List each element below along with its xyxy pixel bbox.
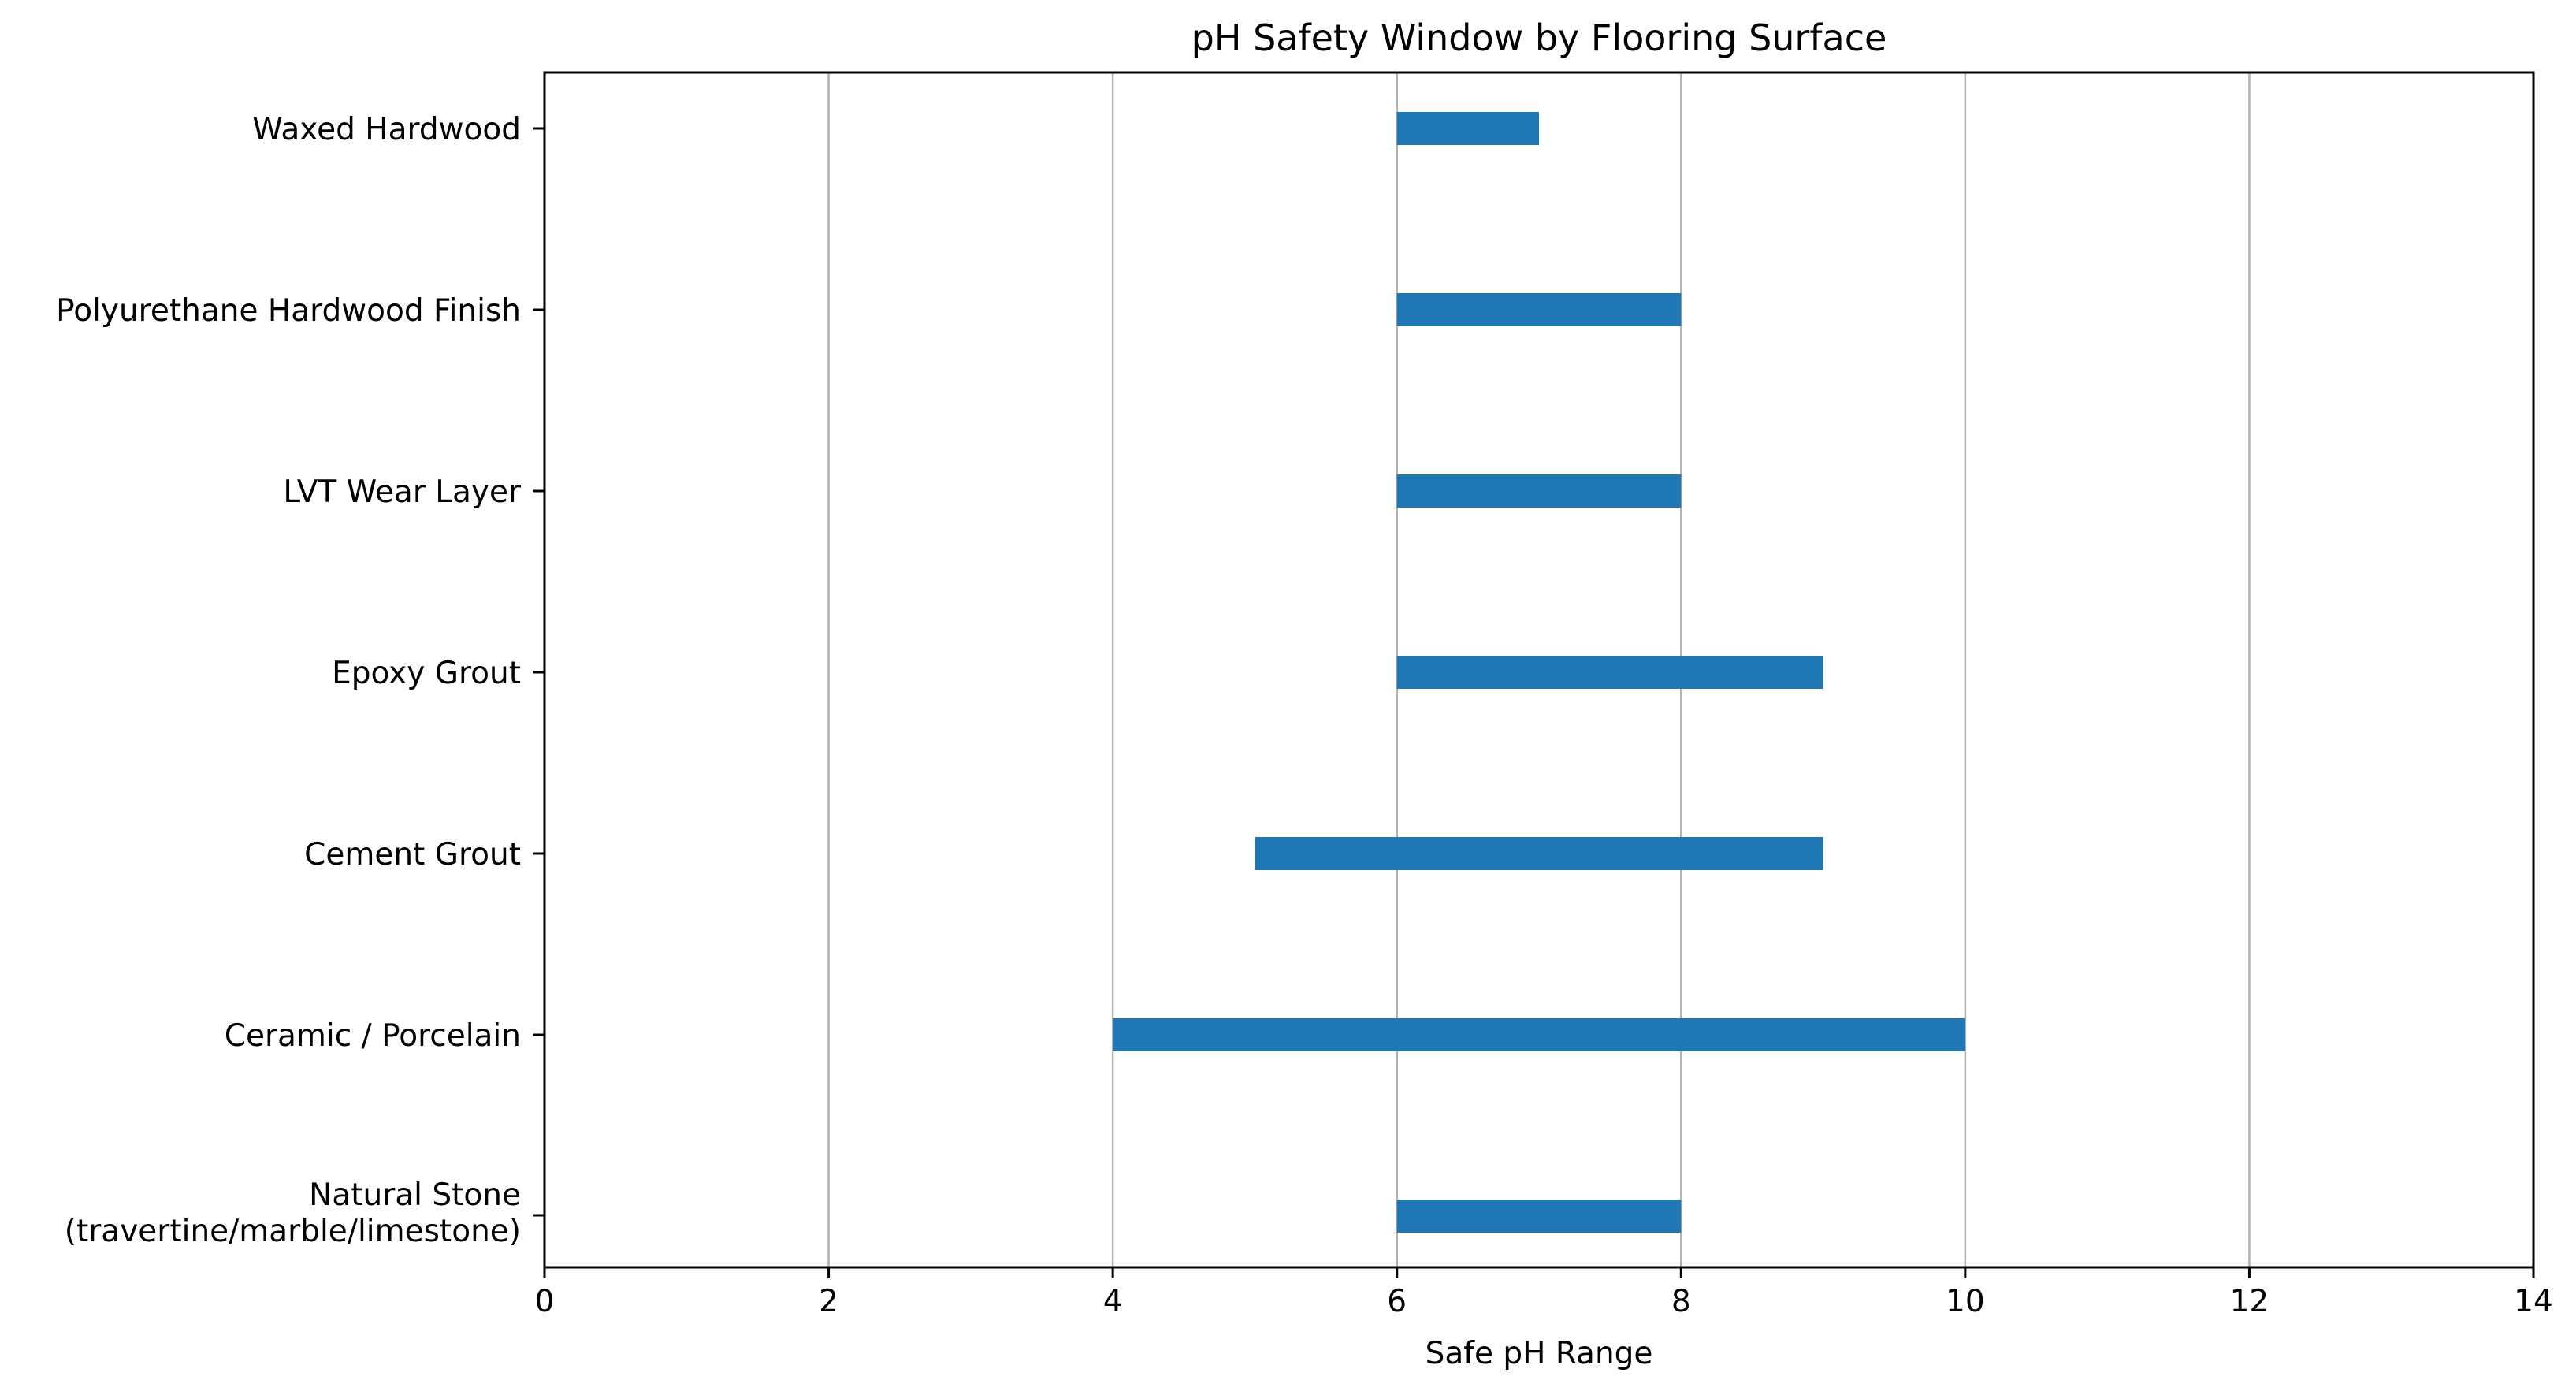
bar-layer [1113, 112, 1965, 1233]
x-axis-label: Safe pH Range [1426, 1336, 1653, 1371]
range-bar [1396, 656, 1823, 689]
range-bar [1396, 112, 1539, 145]
range-bar [1396, 474, 1682, 508]
x-tick-label: 14 [2514, 1284, 2553, 1319]
y-tick-label: LVT Wear Layer [283, 474, 522, 510]
x-tick-label: 8 [1671, 1284, 1691, 1319]
plot-frame [543, 71, 2535, 1269]
y-tick-label: Ceramic / Porcelain [225, 1018, 521, 1054]
y-axis: Waxed Hardwood Polyurethane Hardwood Fini… [56, 112, 545, 1249]
range-bar [1113, 1018, 1965, 1051]
y-tick-label: Polyurethane Hardwood Finish [56, 293, 521, 329]
x-tick-label: 12 [2230, 1284, 2269, 1319]
x-tick-label: 0 [535, 1284, 555, 1319]
range-bar [1255, 837, 1823, 870]
x-tick-label: 2 [819, 1284, 838, 1319]
x-tick-label: 4 [1103, 1284, 1123, 1319]
x-tick-label: 6 [1387, 1284, 1407, 1319]
y-tick-label: Epoxy Grout [332, 656, 521, 691]
y-tick-label: Cement Grout [304, 837, 521, 872]
chart-title: pH Safety Window by Flooring Surface [1191, 17, 1887, 59]
range-bar [1396, 293, 1682, 326]
y-tick-label: Waxed Hardwood [252, 112, 521, 147]
y-tick-label: Natural Stone (travertine/marble/limeston… [65, 1177, 521, 1249]
range-bar [1396, 1200, 1682, 1233]
x-axis: 0 2 4 6 8 10 12 14 [535, 1267, 2553, 1319]
x-tick-label: 10 [1946, 1284, 1985, 1319]
